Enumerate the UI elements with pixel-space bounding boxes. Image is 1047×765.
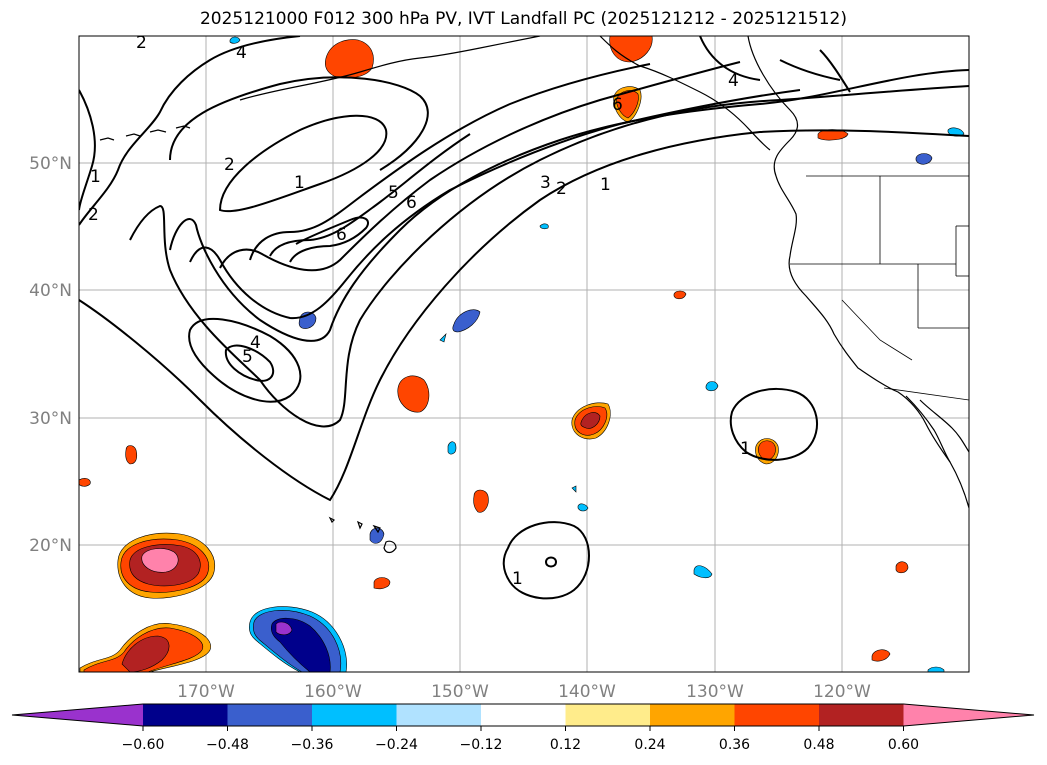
contour-label: 5 (242, 347, 253, 367)
lon-label: 120°W (813, 682, 871, 702)
contour-label: 2 (136, 33, 147, 53)
longitude-labels: 170°W 160°W 150°W 140°W 130°W 120°W (177, 682, 871, 702)
contour-label: 1 (600, 175, 611, 195)
contour-label: 1 (90, 167, 101, 187)
colorbar-tick-label: −0.24 (375, 737, 418, 753)
contour-label: 4 (236, 43, 247, 63)
lon-label: 140°W (558, 682, 616, 702)
lon-label: 150°W (431, 682, 489, 702)
ivt-negative-shading (229, 36, 965, 672)
lon-label: 130°W (686, 682, 744, 702)
contour-label: 6 (336, 225, 347, 245)
colorbar-segment (565, 704, 651, 726)
contour-labels: 2 4 1 2 2 1 5 6 6 4 5 3 2 1 6 4 1 1 (88, 33, 751, 589)
contour-label: 2 (556, 179, 567, 199)
ivt-positive-shading (79, 36, 909, 672)
contour-label: 3 (540, 173, 551, 193)
colorbar-segment (396, 704, 482, 726)
latitude-labels: 50°N 40°N 30°N 20°N (29, 154, 72, 556)
contour-label: 6 (406, 193, 417, 213)
colorbar-tick-label: 0.60 (888, 737, 919, 753)
lon-label: 170°W (177, 682, 235, 702)
lon-label: 160°W (304, 682, 362, 702)
lat-label: 50°N (29, 154, 72, 174)
map-title: 2025121000 F012 300 hPa PV, IVT Landfall… (199, 9, 847, 29)
colorbar-segment (481, 704, 566, 726)
colorbar-extend-low (12, 704, 143, 726)
colorbar-tick-label: −0.12 (460, 737, 503, 753)
contour-label: 1 (294, 173, 305, 193)
contour-label: 1 (740, 439, 751, 459)
lat-label: 20°N (29, 536, 72, 556)
pv-contours (79, 36, 969, 600)
contour-label: 6 (612, 95, 623, 115)
map-plot-area: 2 4 1 2 2 1 5 6 6 4 5 3 2 1 6 4 1 1 (79, 33, 969, 672)
colorbar-segment (143, 704, 228, 726)
contour-label: 5 (388, 183, 399, 203)
colorbar-segment (227, 704, 313, 726)
colorbar-tick-label: 0.48 (803, 737, 834, 753)
contour-label: 4 (250, 333, 261, 353)
colorbar-tick-label: −0.36 (291, 737, 334, 753)
colorbar-segment (734, 704, 820, 726)
lat-label: 40°N (29, 281, 72, 301)
map-frame (78, 35, 970, 673)
contour-label: 4 (728, 71, 739, 91)
contour-label: 2 (88, 205, 99, 225)
contour-label: 2 (224, 155, 235, 175)
colorbar-segment (650, 704, 735, 726)
contour-label: 1 (512, 569, 523, 589)
colorbar-segment (819, 704, 904, 726)
colorbar-extend-high (903, 704, 1034, 726)
colorbar-tick-label: −0.60 (122, 737, 165, 753)
colorbar-tick-label: 0.12 (550, 737, 581, 753)
colorbar-tick-label: 0.36 (719, 737, 750, 753)
colorbar-tick-label: 0.24 (634, 737, 665, 753)
colorbar: −0.60 −0.48 −0.36 −0.24 −0.12 0.12 0.24 0.36 0.4… (11, 703, 1035, 753)
political-borders (790, 175, 969, 401)
lat-label: 30°N (29, 409, 72, 429)
colorbar-tick-label: −0.48 (206, 737, 249, 753)
colorbar-segment (312, 704, 397, 726)
